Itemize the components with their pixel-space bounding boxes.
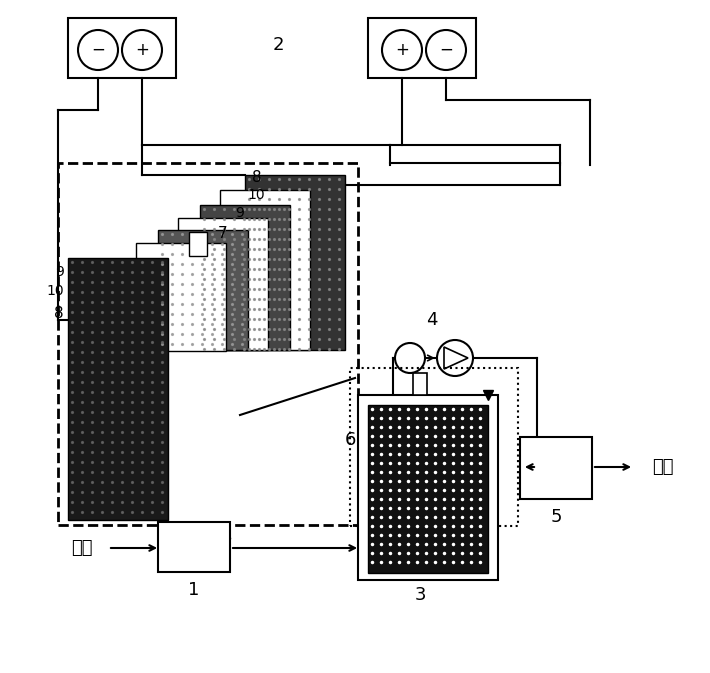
Bar: [368, 405, 488, 573]
Circle shape: [78, 30, 118, 70]
Text: 9: 9: [55, 265, 64, 279]
Circle shape: [395, 343, 425, 373]
Bar: [158, 230, 248, 350]
Text: +: +: [395, 41, 409, 59]
Bar: [68, 258, 168, 520]
Text: 出水: 出水: [652, 458, 674, 476]
Text: 6: 6: [344, 431, 356, 449]
Text: 8: 8: [252, 170, 261, 186]
Text: 9: 9: [235, 206, 244, 220]
Bar: [200, 205, 290, 350]
Text: −: −: [439, 41, 453, 59]
Text: 2: 2: [272, 36, 284, 54]
Bar: [178, 218, 268, 350]
Text: −: −: [91, 41, 105, 59]
Bar: [245, 175, 345, 350]
Text: 进水: 进水: [72, 539, 93, 557]
Circle shape: [382, 30, 422, 70]
Text: 1: 1: [188, 581, 200, 599]
Bar: [189, 232, 207, 256]
Bar: [220, 190, 310, 350]
Text: 5: 5: [550, 508, 562, 526]
Bar: [413, 373, 427, 395]
Text: 10: 10: [247, 188, 265, 202]
Bar: [358, 395, 498, 580]
Bar: [136, 243, 226, 351]
Bar: [158, 522, 230, 572]
Text: 3: 3: [414, 586, 426, 604]
Bar: [68, 18, 176, 78]
Circle shape: [122, 30, 162, 70]
Text: 7: 7: [218, 225, 228, 240]
Text: 10: 10: [46, 284, 64, 298]
Bar: [350, 368, 518, 526]
Text: +: +: [135, 41, 149, 59]
Bar: [520, 437, 592, 499]
Circle shape: [426, 30, 466, 70]
Bar: [368, 18, 476, 78]
Text: 8: 8: [55, 306, 64, 320]
Bar: [58, 163, 358, 525]
Circle shape: [437, 340, 473, 376]
Text: 4: 4: [426, 311, 438, 329]
